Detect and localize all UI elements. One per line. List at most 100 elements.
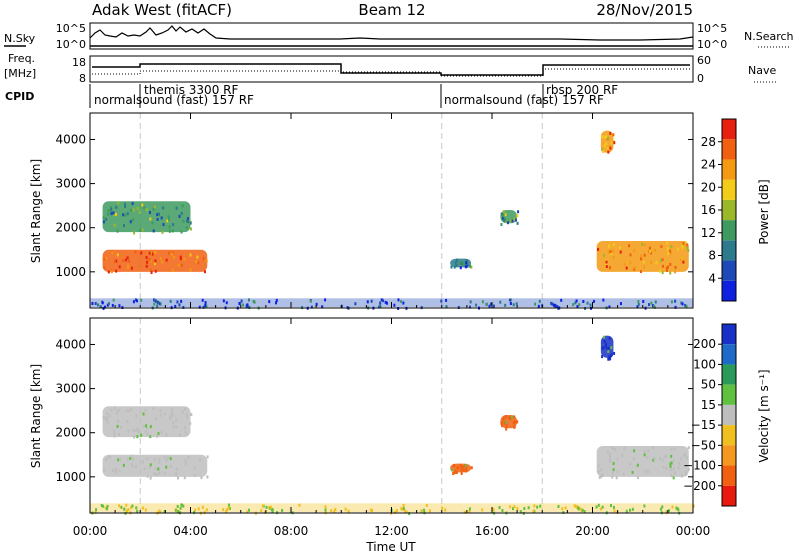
power-cell [275,298,278,302]
power-cell [640,257,643,261]
power-cell [606,146,609,150]
velocity-cell [141,506,144,510]
power-cell [654,300,657,304]
velocity-cell [201,505,204,509]
velocity-cell [597,464,600,468]
power-cell [609,131,612,135]
power-cell [145,256,148,260]
velocity-cell [669,464,672,468]
velocity-cell [612,462,615,466]
power-cell [135,299,138,303]
power-cell [384,300,387,304]
cpid-segment-rbsp: rbsp 200 RF [546,83,618,97]
velocity-cell [157,467,160,471]
power-cell [275,301,278,305]
velocity-cell [225,508,228,512]
power-colorbar-segment [722,240,736,261]
power-cell [179,255,182,259]
power-cell [605,264,608,268]
power-cell [185,226,188,230]
power-cell [516,214,519,218]
velocity-cell [106,420,109,424]
power-cell [172,255,175,259]
velocity-cell [131,464,134,468]
power-cell [639,254,642,258]
velocity-cell [181,410,184,414]
power-cell [458,261,461,265]
power-cell [643,243,646,247]
power-cell [578,303,581,307]
velocity-cell [158,509,161,513]
power-cell [661,258,664,262]
power-cell [107,270,110,274]
power-cell [537,304,540,308]
power-cell [196,255,199,259]
velocity-cell [269,505,272,509]
velocity-cell [107,456,110,460]
velocity-cell [113,434,116,438]
power-cell [677,247,680,251]
velocity-ytick-label: 4000 [55,337,86,351]
velocity-cell [532,509,535,513]
velocity-cell [169,457,172,461]
velocity-cell [647,449,650,453]
power-cell [175,206,178,210]
velocity-cell [171,421,174,425]
power-cell [610,141,613,145]
power-cell [684,304,687,308]
power-cell [149,259,152,263]
velocity-cell [132,428,135,432]
power-cell [682,241,685,245]
freq-panel: Freq. [MHz] 18 8 60 0 Nave [4,52,776,85]
velocity-cell [680,457,683,461]
velocity-cell [601,346,604,350]
velocity-cell [680,474,683,478]
power-cell [572,303,575,307]
velocity-cell [100,503,103,507]
velocity-cell [622,472,625,476]
power-cell [379,304,382,308]
power-cell [154,259,157,263]
velocity-cell [669,468,672,472]
power-cell [378,305,381,309]
power-cell [180,299,183,303]
velocity-cell [692,504,695,508]
velocity-cell [676,507,679,511]
velocity-cell [509,417,512,421]
velocity-colorbar-segment [722,465,736,486]
velocity-cell [109,455,112,459]
power-cell [96,303,99,307]
velocity-feature-0 [102,454,208,477]
velocity-cell [536,505,539,509]
velocity-cell [632,457,635,461]
velocity-cell [621,454,624,458]
velocity-cell [176,476,179,480]
power-cell [608,266,611,270]
velocity-cell [127,429,130,433]
power-cell [158,212,161,216]
power-cell [445,305,448,309]
cpid-label: CPID [5,90,34,103]
velocity-cell [133,435,136,439]
power-cell [610,132,613,136]
power-cell [589,303,592,307]
velocity-cell [687,467,690,471]
velocity-colorbar-tick-label: −15 [691,418,716,432]
velocity-cell [625,509,628,513]
power-colorbar-segment [722,280,736,301]
velocity-cell [140,433,143,437]
power-cell [140,298,143,302]
power-cell [402,301,405,305]
power-cell [511,219,514,223]
velocity-cell [456,470,459,474]
power-colorbar-tick-label: 4 [708,271,716,285]
velocity-cell [175,508,178,512]
velocity-cell [193,466,196,470]
velocity-cell [248,508,251,512]
power-cell [659,269,662,273]
power-cell [556,305,559,309]
velocity-cell [633,449,636,453]
power-cell [503,218,506,222]
power-cell [145,264,148,268]
power-cell [106,303,109,307]
